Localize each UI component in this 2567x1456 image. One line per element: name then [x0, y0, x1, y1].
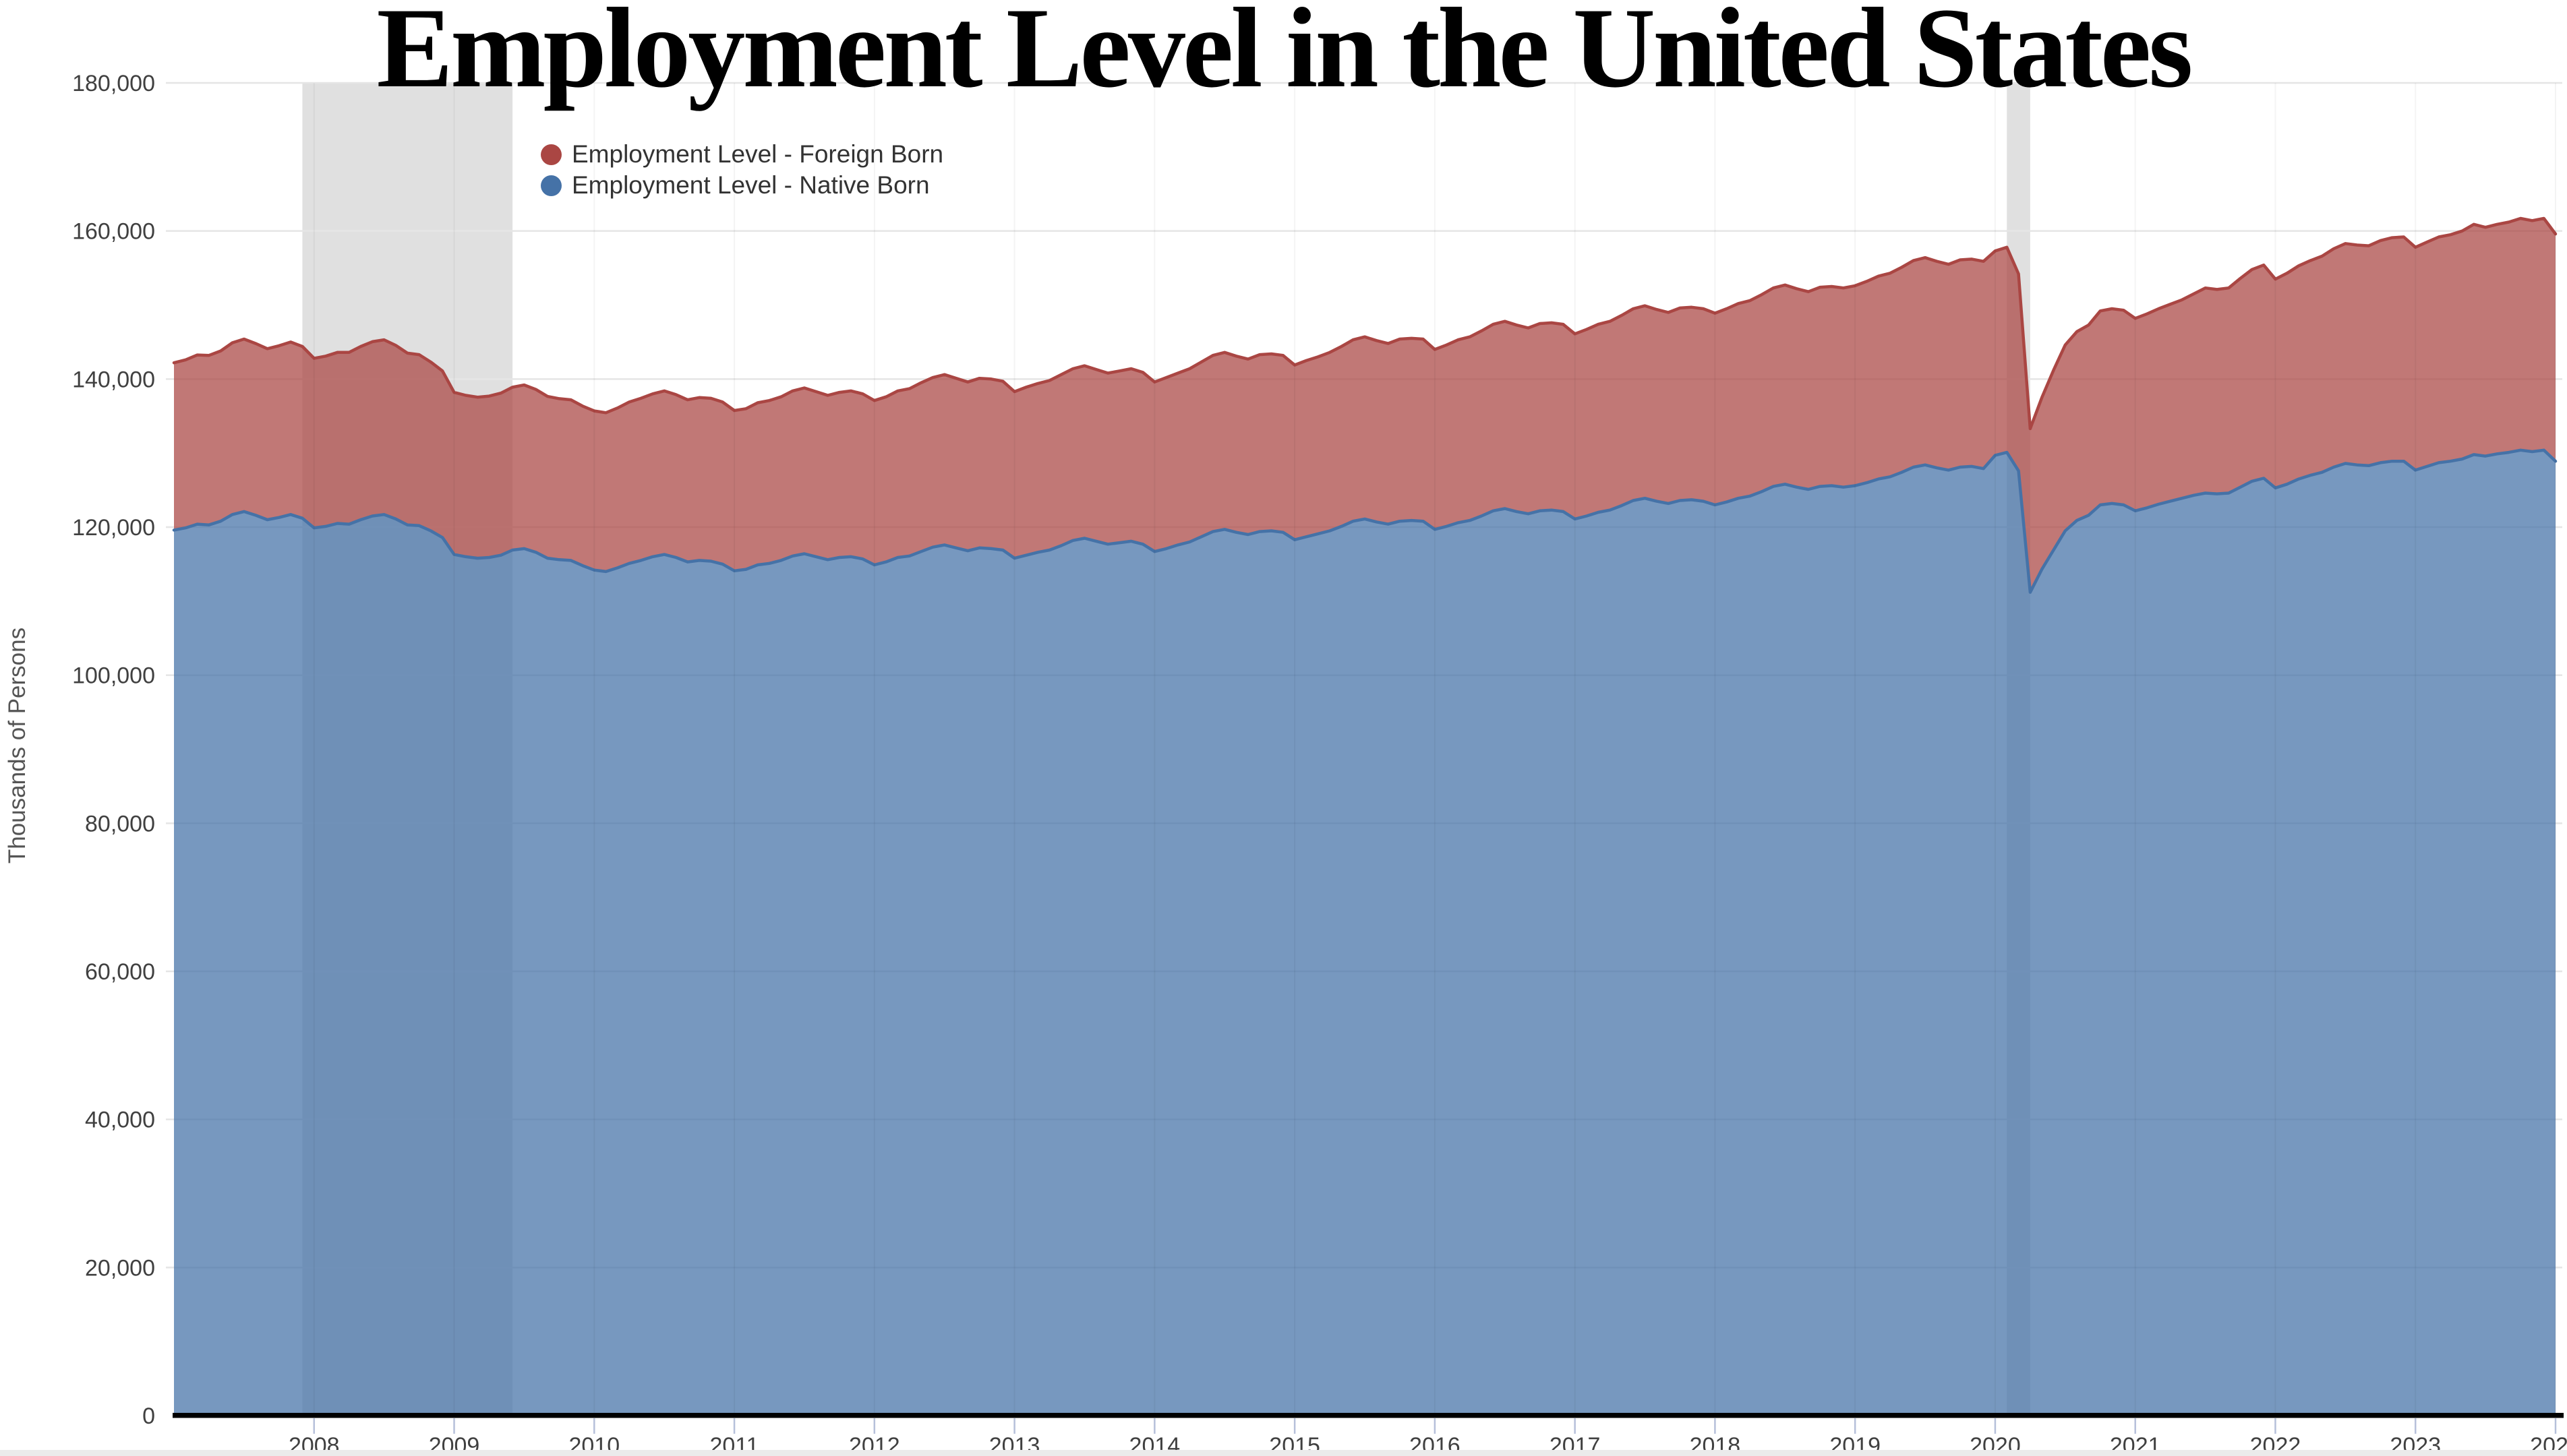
y-tick-label-140,000: 140,000: [72, 367, 155, 392]
y-tick-label-0: 0: [142, 1403, 155, 1429]
y-tick-label-40,000: 40,000: [85, 1108, 155, 1133]
y-tick-label-60,000: 60,000: [85, 959, 155, 985]
area-foreign-born[interactable]: [174, 218, 2556, 593]
bottom-border-strip: [0, 1450, 2567, 1456]
tick-marks-group: [313, 1418, 2557, 1434]
foreign-born-series-marker-icon: [541, 144, 562, 165]
y-tick-label-20,000: 20,000: [85, 1255, 155, 1281]
x-axis-line: [173, 1413, 2564, 1418]
legend-label-foreign-born: Employment Level - Foreign Born: [572, 140, 944, 168]
y-tick-label-120,000: 120,000: [72, 515, 155, 541]
line-native-born: [172, 448, 2558, 594]
y-tick-label-100,000: 100,000: [72, 663, 155, 689]
year-gridlines-group: [313, 83, 2556, 1416]
legend-item-native-born[interactable]: Employment Level - Native Born: [541, 170, 943, 201]
series-lines-group: [172, 216, 2558, 594]
x-axis-group: [173, 1413, 2564, 1418]
legend-label-native-born: Employment Level - Native Born: [572, 171, 930, 199]
series-areas-group: [174, 218, 2556, 1416]
legend-item-foreign-born[interactable]: Employment Level - Foreign Born: [541, 139, 943, 170]
y-tick-label-80,000: 80,000: [85, 811, 155, 837]
native-born-series-marker-icon: [541, 175, 562, 196]
y-tick-label-160,000: 160,000: [72, 219, 155, 245]
y-tick-label-180,000: 180,000: [72, 71, 155, 96]
y-tick-labels-group: 0 20,000 40,000 60,000 80,000 100,000 120,000 1…: [72, 71, 155, 1429]
line-foreign-born-total: [172, 216, 2558, 431]
area-native-born[interactable]: [174, 450, 2556, 1416]
legend: Employment Level - Foreign Born Employme…: [541, 139, 943, 201]
